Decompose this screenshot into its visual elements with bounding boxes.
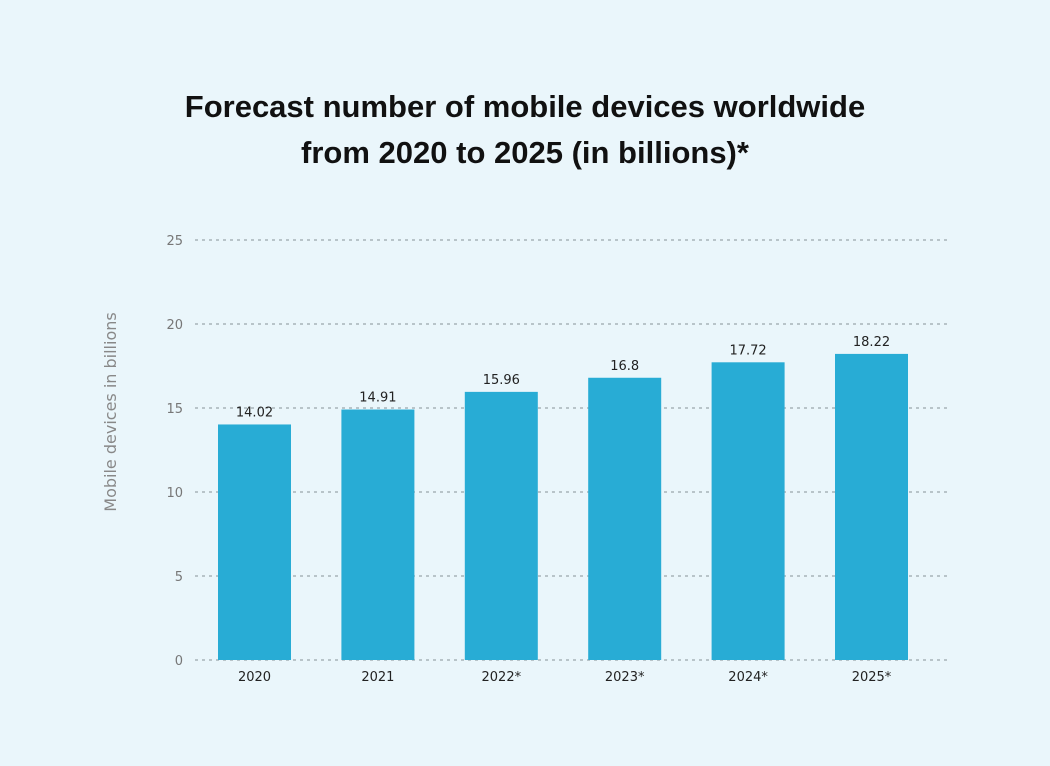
x-tick-label: 2023* (605, 670, 645, 685)
x-tick-label: 2025* (852, 670, 892, 685)
bar-2020 (218, 424, 291, 660)
data-label: 15.96 (483, 373, 520, 388)
chart-title: Forecast number of mobile devices worldw… (0, 84, 1050, 176)
bar-2021 (341, 409, 415, 660)
bar-2022 (464, 391, 538, 660)
x-tick-label: 2021 (361, 670, 394, 685)
chart-title-line-1: Forecast number of mobile devices worldw… (184, 89, 866, 124)
data-label: 18.22 (853, 335, 890, 350)
data-label: 17.72 (729, 343, 766, 358)
y-tick-label: 10 (166, 486, 183, 501)
x-tick-label: 2024* (728, 670, 768, 685)
y-tick-label: 5 (175, 570, 183, 585)
y-tick-label: 25 (166, 234, 183, 249)
y-axis-label: Mobile devices in billions (101, 312, 120, 511)
y-tick-label: 15 (166, 402, 183, 417)
y-tick-label: 20 (166, 318, 183, 333)
bar-2024 (711, 362, 785, 660)
y-tick-label: 0 (175, 654, 183, 669)
chart-title-line-2: from 2020 to 2025 (in billions)* (301, 135, 749, 170)
x-tick-label: 2022* (482, 670, 522, 685)
data-label: 14.91 (359, 391, 396, 406)
data-label: 16.8 (610, 359, 639, 374)
x-tick-label: 2020 (238, 670, 271, 685)
bar-2023 (588, 377, 662, 660)
bar-2025 (835, 353, 908, 660)
data-label: 14.02 (236, 405, 273, 420)
